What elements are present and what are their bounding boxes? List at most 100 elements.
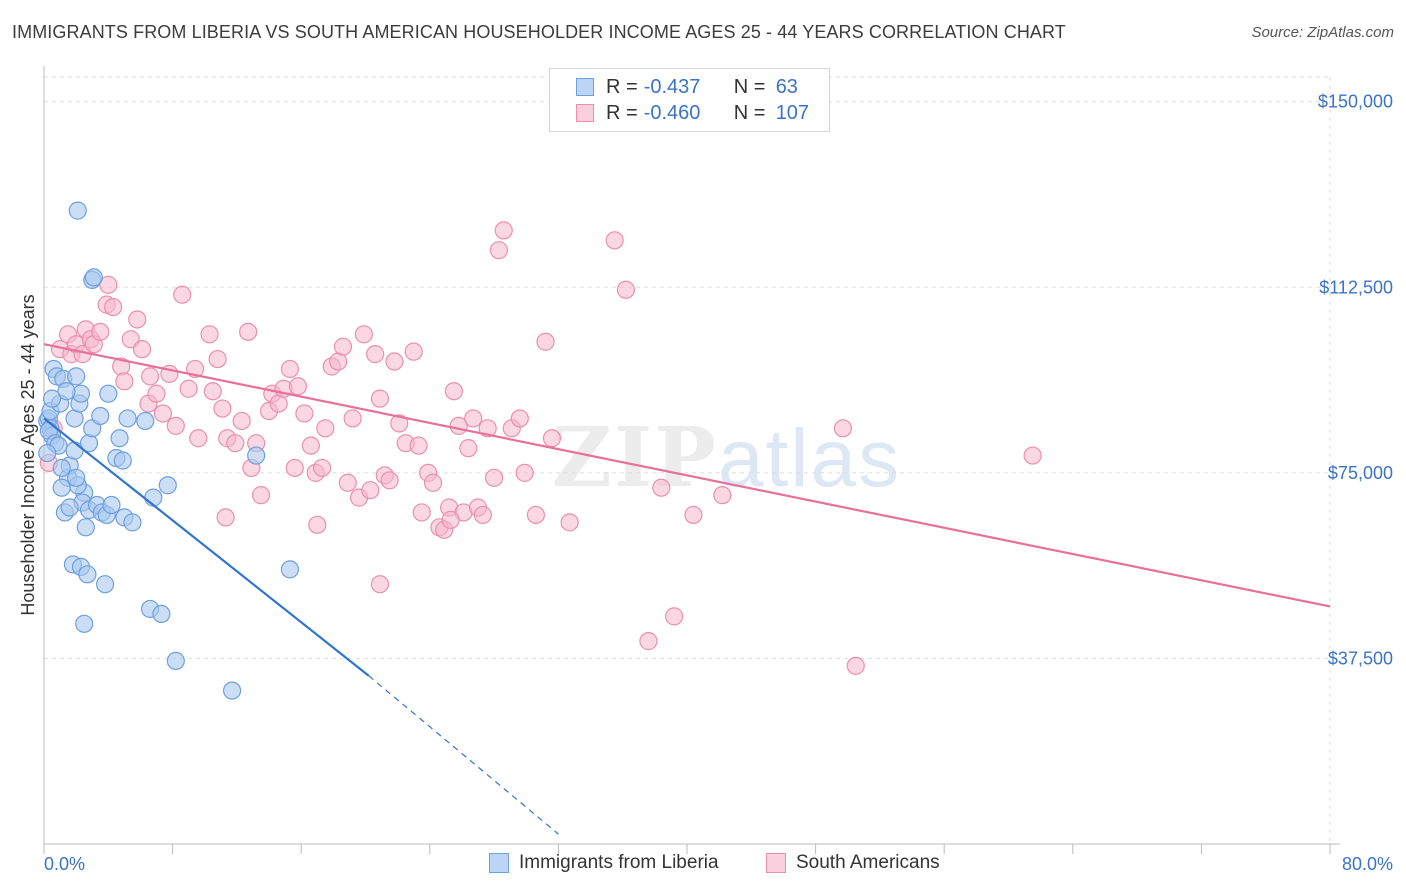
liberia-point bbox=[280, 560, 300, 579]
liberia-point bbox=[67, 468, 86, 487]
south-americans-point bbox=[316, 419, 335, 438]
south-americans-point bbox=[380, 471, 399, 490]
liberia-point bbox=[84, 268, 103, 287]
south-americans-point bbox=[208, 349, 227, 369]
south-americans-point bbox=[203, 382, 222, 401]
series-swatch-pink bbox=[766, 853, 786, 873]
series-legend-label: Immigrants from Liberia bbox=[519, 852, 719, 873]
legend-n-label: N = bbox=[733, 75, 766, 98]
south-americans-point bbox=[132, 340, 152, 359]
south-americans-point bbox=[652, 478, 671, 497]
correlation-legend: R = -0.437 N = 63 R = -0.460 N = 107 bbox=[549, 68, 830, 132]
south-americans-point bbox=[510, 409, 529, 428]
south-americans-point bbox=[684, 505, 703, 525]
south-americans-point bbox=[464, 409, 483, 428]
series-legend: Immigrants from Liberia South Americans bbox=[0, 852, 1406, 878]
south-americans-point bbox=[285, 458, 304, 478]
south-americans-point bbox=[605, 231, 624, 250]
south-americans-point bbox=[128, 310, 147, 329]
south-americans-point bbox=[216, 508, 235, 527]
south-americans-point bbox=[226, 434, 245, 453]
y-tick-label: $37,500 bbox=[1328, 648, 1393, 668]
legend-swatch-pink bbox=[576, 104, 594, 122]
liberia-point bbox=[60, 498, 79, 517]
south-americans-point bbox=[560, 513, 579, 532]
south-americans-point bbox=[333, 337, 353, 356]
series-legend-liberia[interactable]: Immigrants from Liberia bbox=[489, 852, 719, 874]
legend-n-value: 107 bbox=[775, 101, 810, 124]
legend-swatch-blue bbox=[576, 78, 594, 96]
liberia-point bbox=[91, 406, 110, 426]
source-label: Source: ZipAtlas.com bbox=[1251, 24, 1394, 41]
south-americans-point bbox=[312, 458, 332, 478]
liberia-trend-line bbox=[43, 417, 370, 677]
liberia-point bbox=[67, 367, 86, 386]
south-americans-point bbox=[147, 384, 166, 403]
south-americans-point bbox=[494, 221, 513, 240]
series-legend-south-americans[interactable]: South Americans bbox=[766, 852, 940, 874]
liberia-point bbox=[52, 478, 71, 497]
series-swatch-blue bbox=[489, 853, 509, 873]
south-americans-point bbox=[354, 325, 373, 344]
south-americans-point bbox=[308, 515, 327, 534]
south-americans-point bbox=[1023, 446, 1042, 465]
south-americans-point bbox=[115, 372, 134, 391]
south-americans-point bbox=[515, 463, 534, 482]
south-americans-point bbox=[91, 322, 110, 341]
liberia-point bbox=[52, 458, 71, 478]
south-americans-point bbox=[280, 359, 300, 379]
liberia-point bbox=[68, 201, 87, 220]
south-americans-point bbox=[665, 607, 684, 626]
south-americans-point bbox=[288, 377, 308, 396]
south-americans-point bbox=[542, 429, 562, 448]
south-americans-point bbox=[485, 468, 504, 487]
y-axis-title: Householder Income Ages 25 - 44 years bbox=[18, 294, 38, 615]
south-americans-point bbox=[251, 486, 271, 505]
liberia-point bbox=[99, 384, 118, 403]
y-tick-label: $112,500 bbox=[1319, 277, 1393, 297]
liberia-point bbox=[38, 443, 57, 463]
south-americans-point bbox=[639, 632, 658, 651]
south-americans-point bbox=[385, 352, 404, 371]
liberia-point bbox=[110, 429, 129, 448]
south-americans-point bbox=[295, 404, 314, 423]
south-americans-point bbox=[338, 473, 357, 492]
liberia-point bbox=[57, 382, 76, 401]
liberia-points bbox=[38, 201, 300, 700]
legend-r-label: R = bbox=[606, 101, 638, 124]
y-tick-label: $150,000 bbox=[1318, 92, 1393, 112]
legend-r-value: -0.437 bbox=[643, 75, 701, 98]
chart-title: IMMIGRANTS FROM LIBERIA VS SOUTH AMERICA… bbox=[12, 22, 1066, 42]
liberia-trend-extension bbox=[368, 675, 559, 835]
south-americans-point bbox=[370, 575, 390, 594]
south-americans-point bbox=[846, 656, 865, 675]
south-americans-point bbox=[343, 409, 362, 428]
south-americans-point bbox=[423, 473, 443, 492]
liberia-point bbox=[166, 651, 185, 671]
south-americans-point bbox=[301, 436, 320, 455]
liberia-point bbox=[76, 518, 95, 537]
legend-row-south-americans: R = -0.460 N = 107 bbox=[550, 100, 809, 126]
series-legend-label: South Americans bbox=[796, 852, 940, 873]
liberia-point bbox=[42, 389, 62, 408]
south-americans-point bbox=[140, 367, 160, 386]
liberia-point bbox=[113, 451, 132, 470]
south-americans-point bbox=[473, 505, 492, 525]
south-americans-point bbox=[459, 439, 478, 458]
south-americans-point bbox=[412, 503, 431, 522]
south-americans-point bbox=[616, 280, 636, 299]
axis-labels: $37,500 $75,000 $112,500 $150,000 0.0% 80.0% H… bbox=[18, 92, 1393, 874]
legend-r-value: -0.460 bbox=[643, 101, 701, 124]
watermark: ZIPatlas bbox=[552, 410, 901, 506]
south-americans-point bbox=[213, 399, 232, 418]
legend-row-liberia: R = -0.437 N = 63 bbox=[550, 74, 798, 100]
south-americans-point bbox=[200, 325, 219, 344]
liberia-point bbox=[102, 495, 121, 515]
legend-n-value: 63 bbox=[775, 75, 798, 98]
south-americans-point bbox=[409, 436, 428, 455]
legend-r-label: R = bbox=[606, 75, 638, 98]
south-americans-point bbox=[404, 342, 423, 361]
x-tick-label: 80.0% bbox=[1342, 854, 1393, 874]
liberia-point bbox=[158, 476, 177, 495]
legend-n-label: N = bbox=[733, 101, 766, 124]
